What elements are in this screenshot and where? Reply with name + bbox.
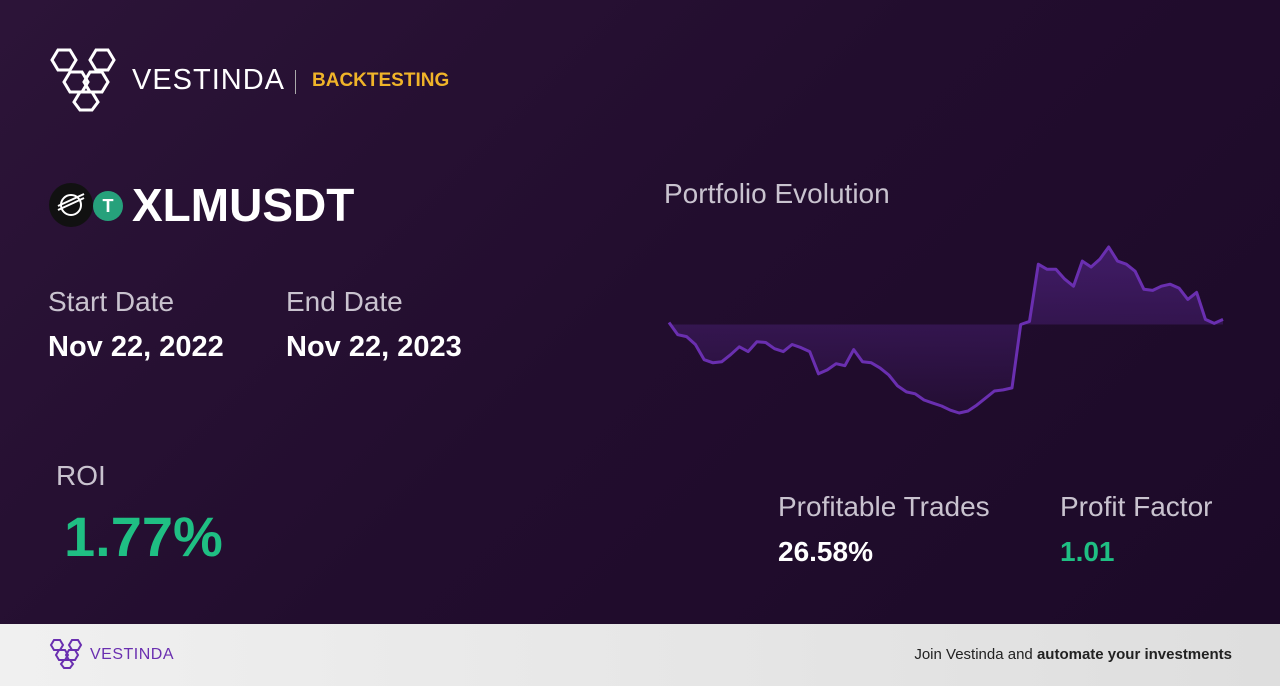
line (667, 245, 1224, 415)
factor-value: 1.01 (1060, 536, 1115, 567)
start-label: Start Date (48, 286, 175, 317)
chart (667, 245, 1224, 415)
footer-cta: Join Vestinda and automate your investme… (914, 646, 1232, 663)
brand: VESTINDA (132, 64, 286, 96)
cta-plain: Join Vestinda and (914, 646, 1033, 663)
end-label: End Date (286, 286, 403, 317)
start-value: Nov 22, 2022 (48, 331, 224, 363)
roi-value: 1.77% (64, 505, 223, 568)
svg-text:T: T (103, 196, 114, 216)
area (669, 247, 1223, 413)
section: BACKTESTING (312, 70, 450, 91)
trades-label: Profitable Trades (778, 491, 990, 522)
card: VESTINDA BACKTESTING T XLMUSDT Start Dat… (0, 0, 1280, 624)
divider (295, 70, 296, 94)
footer-brand: VESTINDA (90, 646, 175, 663)
pair: XLMUSDT (132, 179, 355, 231)
logo (50, 48, 116, 112)
footer: VESTINDA Join Vestinda and automate your… (0, 624, 1280, 686)
roi-label: ROI (56, 460, 106, 491)
chart-title: Portfolio Evolution (664, 178, 890, 209)
coin-icons: T (49, 183, 123, 227)
trades-value: 26.58% (778, 536, 873, 567)
end-value: Nov 22, 2023 (286, 331, 462, 363)
cta-bold: automate your investments (1036, 646, 1232, 663)
footer-logo (49, 639, 83, 669)
factor-label: Profit Factor (1060, 491, 1213, 522)
